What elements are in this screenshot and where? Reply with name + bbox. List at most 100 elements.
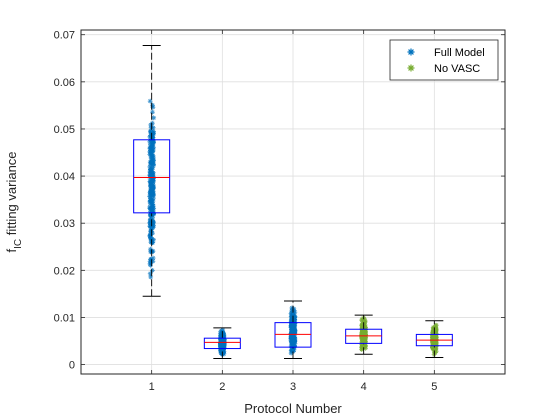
data-point [147, 159, 153, 165]
data-point [150, 138, 156, 143]
data-point [148, 183, 154, 188]
data-point [359, 334, 365, 340]
data-point [150, 146, 156, 151]
y-tick-label: 0.02 [54, 265, 75, 277]
data-point [148, 262, 153, 268]
data-point [219, 334, 225, 339]
box-1 [133, 45, 171, 297]
data-point [221, 342, 227, 348]
data-point [218, 336, 224, 342]
box-iqr [203, 337, 241, 350]
data-point [150, 255, 156, 261]
y-axis-label-subscript: IC [13, 239, 24, 249]
y-tick-label: 0.01 [54, 312, 75, 324]
data-point [292, 339, 297, 345]
data-point [150, 120, 155, 126]
data-point [150, 170, 155, 176]
data-point [288, 343, 294, 349]
data-point [363, 324, 368, 330]
data-point [147, 200, 153, 206]
data-point [359, 323, 365, 329]
box-2 [203, 327, 241, 359]
data-point [150, 225, 156, 230]
x-tick-label: 4 [361, 381, 367, 393]
data-point [147, 212, 153, 218]
data-point [149, 186, 155, 192]
data-point [147, 179, 153, 184]
data-point [360, 331, 366, 337]
data-point [148, 256, 154, 262]
data-point [292, 309, 298, 315]
data-point [149, 143, 155, 148]
data-point [151, 158, 156, 164]
legend-box [389, 39, 499, 81]
data-point [292, 329, 298, 335]
data-point [291, 337, 296, 343]
data-point [147, 139, 153, 145]
data-point [147, 134, 153, 140]
data-point [150, 156, 156, 161]
data-point [433, 339, 438, 345]
data-point [291, 317, 297, 322]
data-point [147, 198, 153, 203]
data-point [147, 232, 153, 238]
data-point [147, 149, 153, 155]
data-point [363, 345, 368, 351]
y-axis-label-main: f [4, 249, 19, 253]
data-point [147, 98, 153, 104]
data-point [149, 159, 155, 164]
scatter-points [147, 98, 157, 280]
data-point [150, 210, 156, 216]
data-point [290, 321, 296, 327]
data-point [151, 237, 156, 243]
data-point [147, 217, 153, 223]
data-point [150, 102, 155, 108]
y-tick-label: 0.03 [54, 218, 75, 230]
y-axis-label-rest: fitting variance [4, 151, 19, 238]
data-point [291, 333, 297, 339]
y-tick-label: 0.05 [54, 124, 75, 136]
x-tick-label: 1 [149, 381, 155, 393]
data-point [147, 223, 153, 229]
data-point [289, 332, 295, 338]
data-point [151, 130, 156, 136]
y-tick-label: 0.06 [54, 77, 75, 89]
legend-marker [407, 64, 415, 72]
data-point [148, 122, 154, 128]
data-point [148, 228, 153, 234]
scatter-points [359, 315, 369, 352]
data-point [360, 344, 365, 349]
data-point [289, 325, 295, 331]
data-point [292, 314, 298, 320]
data-point [219, 349, 224, 355]
data-point [433, 335, 439, 341]
x-tick-label: 5 [431, 381, 437, 393]
data-point [289, 347, 295, 353]
data-point [148, 129, 154, 135]
data-point [218, 328, 224, 334]
data-point [220, 327, 226, 333]
x-tick-label: 3 [290, 381, 296, 393]
data-point [150, 203, 156, 209]
data-point [430, 327, 436, 333]
y-tick-label: 0.04 [54, 171, 75, 183]
data-point [151, 115, 157, 121]
data-point [150, 182, 156, 188]
box-3 [274, 300, 312, 359]
data-point [149, 190, 155, 196]
box-4 [345, 314, 383, 355]
data-point [150, 136, 156, 142]
data-point [362, 319, 368, 325]
data-point [289, 327, 294, 333]
data-point [147, 206, 153, 211]
data-point [430, 334, 436, 340]
data-point [221, 351, 227, 357]
data-point [431, 338, 437, 344]
boxplot-group [133, 45, 453, 359]
data-point [150, 125, 156, 131]
data-point [221, 332, 227, 338]
data-point [150, 258, 156, 264]
x-axis-label: Protocol Number [244, 401, 342, 416]
axis-ticks: 0 0.01 0.02 0.03 0.04 0.05 0.06 0.07 1 2 3 4 5 [54, 30, 505, 393]
